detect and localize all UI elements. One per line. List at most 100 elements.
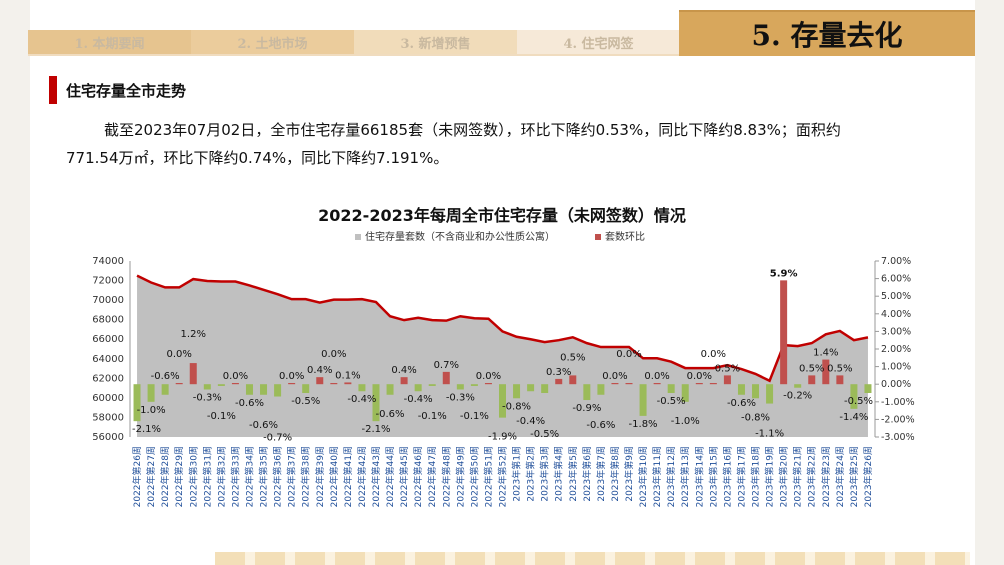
- x-tick-label: 2023年第5周: [567, 446, 579, 502]
- x-tick-label: 2022年第27周: [145, 446, 157, 507]
- left-tick-label: 56000: [92, 432, 124, 443]
- mom-bar: [667, 384, 675, 393]
- x-tick-label: 2022年第50周: [468, 446, 480, 507]
- tab-new-presale[interactable]: 3. 新增预售: [354, 30, 517, 56]
- mom-data-label: -0.1%: [418, 411, 447, 422]
- mom-bar: [555, 378, 563, 385]
- mom-bar: [189, 363, 197, 385]
- mom-data-label: -1.9%: [488, 432, 517, 443]
- x-tick-label: 2023年第16周: [721, 446, 733, 507]
- section-title: 住宅存量全市走势: [66, 82, 187, 100]
- mom-bar: [737, 384, 745, 395]
- x-tick-label: 2022年第43周: [370, 446, 382, 507]
- mom-bar: [203, 384, 211, 390]
- tab-residential-signing[interactable]: 4. 住宅网签: [517, 30, 680, 56]
- footer-strip: [215, 552, 970, 565]
- mom-data-label: 0.0%: [701, 349, 726, 360]
- mom-data-label: -0.7%: [263, 433, 292, 444]
- mom-data-label: 0.7%: [434, 360, 459, 371]
- left-tick-label: 66000: [92, 334, 124, 345]
- mom-bar: [681, 384, 689, 402]
- mom-data-label: -2.1%: [361, 424, 390, 435]
- mom-data-label: 1.2%: [181, 329, 206, 340]
- x-tick-label: 2023年第17周: [735, 446, 747, 507]
- mom-data-label: 0.5%: [799, 363, 824, 374]
- tab-inventory-active[interactable]: 5. 存量去化: [679, 10, 975, 56]
- x-tick-label: 2022年第40周: [328, 446, 340, 507]
- mom-data-label: 0.5%: [560, 352, 585, 363]
- x-tick-label: 2022年第28周: [159, 446, 171, 507]
- left-tick-label: 68000: [92, 315, 124, 326]
- mom-data-label: 0.4%: [391, 365, 416, 376]
- mom-data-label: -0.9%: [572, 403, 601, 414]
- mom-bar: [864, 384, 872, 393]
- x-tick-label: 2023年第26周: [862, 446, 874, 507]
- mom-bar: [766, 384, 774, 404]
- legend-swatch-stock: [355, 234, 361, 240]
- section-marker: [49, 76, 57, 104]
- mom-data-label: 0.4%: [307, 365, 332, 376]
- legend-item-stock: 住宅存量套数（不含商业和办公性质公寓）: [355, 228, 555, 243]
- mom-data-label: 0.5%: [715, 363, 740, 374]
- tab-news[interactable]: 1. 本期要闻: [28, 30, 191, 56]
- mom-bar: [217, 384, 225, 386]
- x-tick-label: 2022年第30周: [187, 446, 199, 507]
- chart-legend: 住宅存量套数（不含商业和办公性质公寓） 套数环比: [355, 228, 645, 243]
- mom-bar: [709, 383, 717, 385]
- mom-data-label: -2.1%: [132, 424, 161, 435]
- x-tick-label: 2023年第19周: [764, 446, 776, 507]
- left-tick-label: 60000: [92, 393, 124, 404]
- mom-bar: [133, 384, 141, 422]
- mom-data-label: -0.5%: [657, 396, 686, 407]
- right-tick-label: 7.00%: [881, 256, 911, 267]
- tab-land-market[interactable]: 2. 土地市场: [191, 30, 354, 56]
- x-tick-label: 2022年第33周: [229, 446, 241, 507]
- mom-bar: [274, 384, 282, 397]
- x-tick-label: 2022年第44周: [384, 446, 396, 507]
- mom-bar: [330, 383, 338, 385]
- x-tick-label: 2022年第35周: [258, 446, 270, 507]
- right-tick-label: -1.00%: [881, 397, 915, 408]
- mom-data-label: -0.4%: [404, 394, 433, 405]
- mom-data-label: 0.3%: [546, 367, 571, 378]
- mom-bar: [316, 377, 324, 385]
- mom-bar: [372, 384, 380, 422]
- mom-bar: [583, 384, 591, 401]
- mom-bar: [850, 384, 858, 409]
- x-tick-label: 2022年第32周: [215, 446, 227, 507]
- chart-title: 2022-2023年每周全市住宅存量（未网签数）情况: [318, 206, 686, 225]
- x-tick-label: 2022年第39周: [314, 446, 326, 507]
- right-tick-label: 3.00%: [881, 326, 911, 337]
- right-tick-label: 6.00%: [881, 274, 911, 285]
- x-tick-label: 2023年第15周: [707, 446, 719, 507]
- mom-data-label: -0.6%: [376, 409, 405, 420]
- right-tick-label: -2.00%: [881, 414, 915, 425]
- x-tick-label: 2023年第2周: [525, 446, 537, 502]
- mom-data-label: 0.0%: [602, 371, 627, 382]
- x-tick-label: 2023年第24周: [834, 446, 846, 507]
- x-tick-label: 2023年第20周: [778, 446, 790, 507]
- x-tick-label: 2023年第18周: [750, 446, 762, 507]
- mom-bar: [147, 384, 155, 402]
- legend-label: 住宅存量套数（不含商业和办公性质公寓）: [365, 232, 555, 243]
- mom-data-label: -0.3%: [446, 392, 475, 403]
- mom-data-label: 0.1%: [335, 370, 360, 381]
- mom-bar: [653, 383, 661, 385]
- mom-bar: [245, 384, 253, 395]
- x-tick-label: 2022年第26周: [131, 446, 143, 507]
- x-tick-label: 2022年第48周: [440, 446, 452, 507]
- left-tick-label: 74000: [92, 256, 124, 267]
- mom-bar: [470, 384, 478, 386]
- x-tick-label: 2023年第1周: [511, 446, 523, 502]
- x-tick-label: 2022年第42周: [356, 446, 368, 507]
- x-tick-label: 2022年第45周: [398, 446, 410, 507]
- x-tick-label: 2023年第6周: [581, 446, 593, 502]
- mom-data-label: -0.4%: [516, 416, 545, 427]
- mom-bar: [386, 384, 394, 395]
- left-tick-label: 70000: [92, 295, 124, 306]
- x-tick-label: 2023年第7周: [595, 446, 607, 502]
- x-tick-label: 2022年第51周: [482, 446, 494, 507]
- mom-data-label: -0.8%: [741, 412, 770, 423]
- mom-bar: [723, 375, 731, 385]
- mom-bar: [808, 375, 816, 385]
